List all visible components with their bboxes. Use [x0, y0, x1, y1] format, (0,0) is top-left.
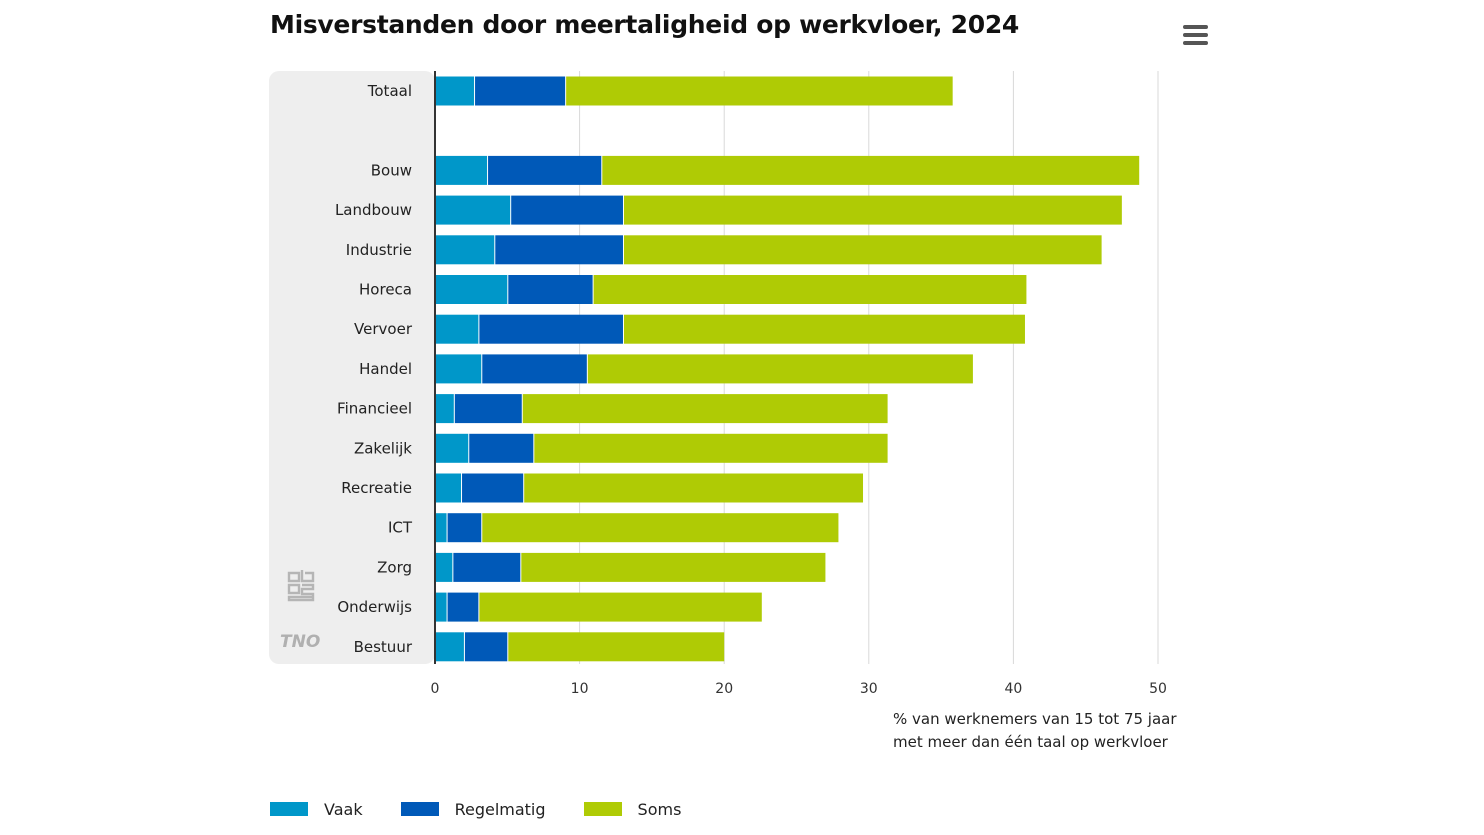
- bar-soms[interactable]: [479, 592, 762, 622]
- bar-soms[interactable]: [482, 513, 839, 543]
- bar-soms[interactable]: [587, 354, 973, 384]
- axis-note-line-1: % van werknemers van 15 tot 75 jaar: [893, 710, 1177, 728]
- label-panel: [269, 71, 435, 664]
- bar-vaak[interactable]: [436, 275, 508, 304]
- bar-vaak[interactable]: [436, 76, 475, 106]
- category-label: Zorg: [377, 558, 412, 576]
- bar-soms[interactable]: [522, 394, 888, 424]
- bar-soms[interactable]: [623, 314, 1025, 344]
- bar-soms[interactable]: [602, 155, 1140, 185]
- bar-soms[interactable]: [524, 473, 864, 503]
- bar-chart: Totaal Bouw Landbouw Industrie Horeca Vervoer…: [269, 71, 1167, 697]
- bar-regelmatig[interactable]: [482, 354, 587, 384]
- bar-regelmatig[interactable]: [479, 314, 623, 344]
- x-tick-label: 0: [431, 681, 440, 697]
- bar-soms[interactable]: [566, 76, 953, 106]
- bar-regelmatig[interactable]: [511, 195, 623, 225]
- legend-swatch-vaak: [270, 802, 308, 816]
- bar-regelmatig[interactable]: [475, 76, 566, 106]
- category-label: Onderwijs: [337, 598, 412, 616]
- cbs-logo: [287, 570, 315, 602]
- category-label: Zakelijk: [354, 439, 412, 457]
- x-tick-label: 10: [571, 681, 589, 697]
- axis-note: % van werknemers van 15 tot 75 jaar met …: [893, 708, 1177, 754]
- legend-label-regelmatig: Regelmatig: [454, 799, 546, 819]
- category-label: Bouw: [371, 161, 412, 179]
- category-label: Financieel: [337, 400, 412, 418]
- chart-title: Misverstanden door meertaligheid op werk…: [270, 10, 1020, 39]
- bar-regelmatig[interactable]: [454, 394, 522, 424]
- bar-regelmatig[interactable]: [462, 473, 524, 503]
- bar-soms[interactable]: [508, 632, 725, 662]
- legend-swatch-soms: [583, 802, 622, 816]
- bar-regelmatig[interactable]: [508, 275, 593, 304]
- x-tick-label: 50: [1149, 681, 1167, 697]
- legend: Vaak Regelmatig Soms: [270, 798, 719, 820]
- x-tick-label: 20: [715, 681, 733, 697]
- category-label: Vervoer: [354, 320, 413, 338]
- category-label: Bestuur: [354, 638, 413, 656]
- legend-label-vaak: Vaak: [324, 799, 363, 819]
- category-label: ICT: [388, 519, 413, 537]
- legend-item-vaak[interactable]: Vaak: [270, 800, 363, 819]
- bar-vaak[interactable]: [436, 314, 479, 344]
- category-label: Landbouw: [335, 201, 412, 219]
- legend-item-regelmatig[interactable]: Regelmatig: [400, 799, 546, 819]
- legend-label-soms: Soms: [637, 799, 682, 819]
- bar-soms[interactable]: [623, 235, 1102, 265]
- bar-vaak[interactable]: [436, 394, 454, 424]
- bar-vaak[interactable]: [436, 632, 464, 662]
- category-labels: Totaal Bouw Landbouw Industrie Horeca Vervoer…: [335, 82, 413, 656]
- bar-regelmatig[interactable]: [495, 235, 623, 265]
- bar-soms[interactable]: [534, 433, 888, 463]
- bar-soms[interactable]: [521, 552, 826, 582]
- bar-soms[interactable]: [593, 275, 1027, 304]
- bar-regelmatig[interactable]: [464, 632, 508, 662]
- hamburger-menu-icon[interactable]: [1181, 22, 1211, 48]
- legend-item-soms[interactable]: Soms: [583, 799, 682, 819]
- category-label: Handel: [359, 360, 412, 378]
- category-label: Totaal: [367, 82, 412, 100]
- bar-vaak[interactable]: [436, 195, 511, 225]
- bars: [436, 76, 1140, 662]
- category-label: Industrie: [346, 241, 412, 259]
- bar-regelmatig[interactable]: [453, 552, 521, 582]
- bar-vaak[interactable]: [436, 354, 482, 384]
- bar-vaak[interactable]: [436, 155, 488, 185]
- axis-note-line-2: met meer dan één taal op werkvloer: [893, 733, 1168, 751]
- legend-swatch-regelmatig: [400, 802, 439, 816]
- bar-regelmatig[interactable]: [488, 155, 602, 185]
- bar-regelmatig[interactable]: [447, 513, 482, 543]
- bar-vaak[interactable]: [436, 592, 447, 622]
- bar-regelmatig[interactable]: [447, 592, 479, 622]
- x-tick-label: 40: [1004, 681, 1022, 697]
- bar-vaak[interactable]: [436, 235, 495, 265]
- category-label: Recreatie: [341, 479, 412, 497]
- bar-vaak[interactable]: [436, 552, 453, 582]
- bar-vaak[interactable]: [436, 473, 462, 503]
- x-tick-labels: 0 10 20 30 40 50: [431, 681, 1167, 697]
- bar-vaak[interactable]: [436, 433, 469, 463]
- bar-regelmatig[interactable]: [469, 433, 534, 463]
- tno-logo: TNO: [280, 632, 320, 652]
- x-tick-label: 30: [860, 681, 878, 697]
- category-label: Horeca: [359, 281, 412, 299]
- bar-vaak[interactable]: [436, 513, 447, 543]
- bar-soms[interactable]: [623, 195, 1122, 225]
